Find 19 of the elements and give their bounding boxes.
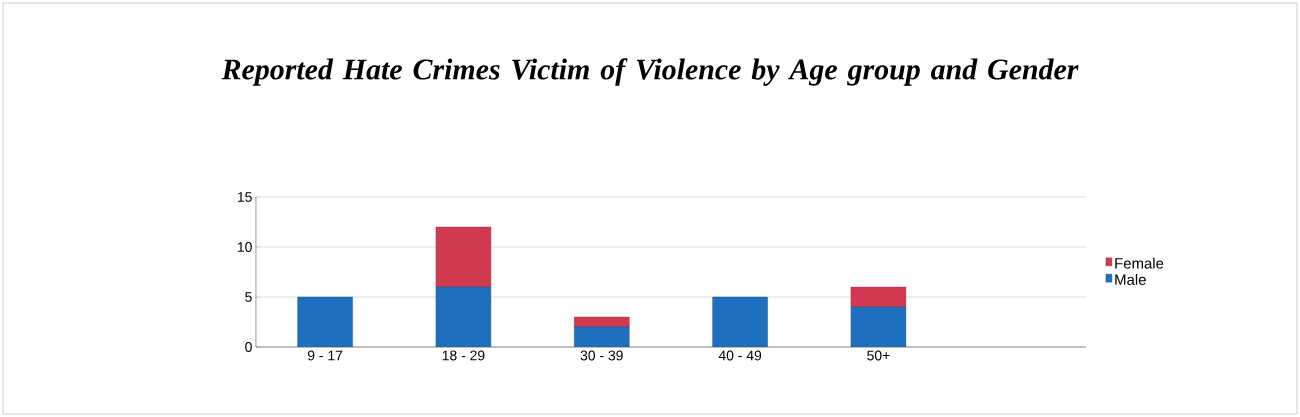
y-tick-label: 0 bbox=[245, 342, 252, 352]
bar bbox=[435, 226, 492, 288]
x-tick-label: 50+ bbox=[867, 350, 890, 361]
bar bbox=[712, 296, 768, 347]
chart-title: Reported Hate Crimes Victim of Violence by Age group and Gender bbox=[221, 58, 1079, 86]
x-tick-label: 30 - 39 bbox=[580, 350, 623, 361]
legend-label: Female bbox=[1115, 257, 1164, 269]
y-tick-label: 10 bbox=[237, 242, 252, 252]
x-tick-label: 9 - 17 bbox=[307, 350, 343, 361]
y-tick-label: 5 bbox=[245, 292, 252, 302]
bar bbox=[435, 286, 492, 347]
bar bbox=[574, 316, 630, 328]
x-tick-label: 40 - 49 bbox=[718, 350, 762, 361]
x-tick-label: 18 - 29 bbox=[442, 350, 485, 361]
bar bbox=[850, 306, 907, 347]
bar bbox=[850, 286, 907, 308]
y-tick-label: 15 bbox=[237, 192, 252, 202]
legend-label: Male bbox=[1115, 273, 1146, 285]
bar bbox=[297, 296, 353, 347]
